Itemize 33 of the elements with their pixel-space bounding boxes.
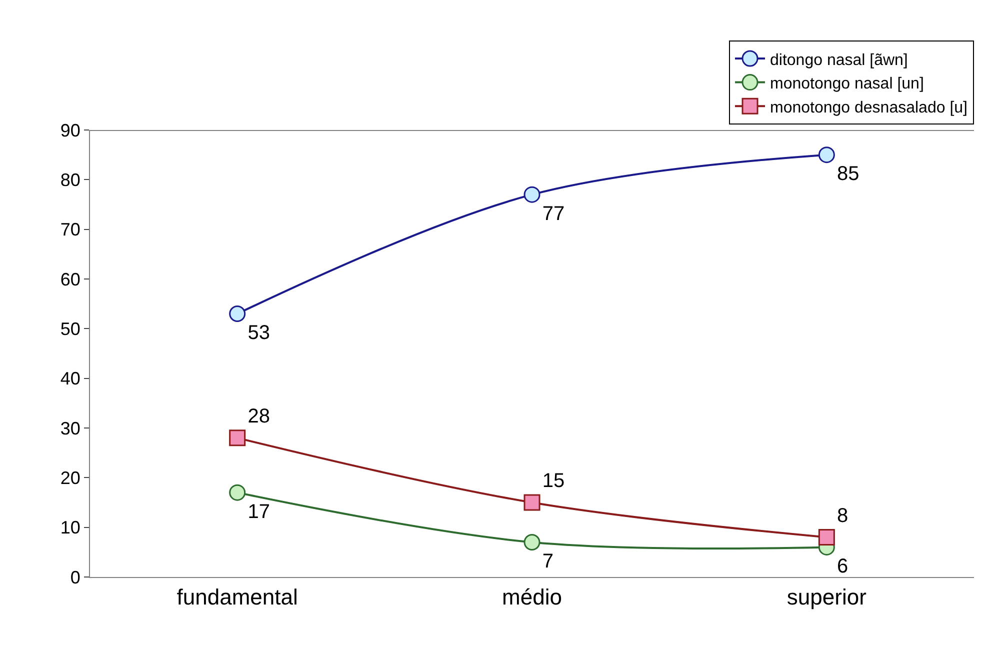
x-tick-label: fundamental [176,584,298,610]
point [229,306,246,322]
point [818,146,835,164]
legend-label: ditongo nasal [ãwn] [770,52,908,69]
data-label: 28 [248,406,270,428]
y-tick-label: 80 [60,170,80,190]
y-tick-label: 70 [60,220,80,240]
point [818,529,835,546]
y-tick-label: 0 [70,567,80,588]
y-tick-label: 40 [60,368,80,389]
data-label: 6 [837,556,848,578]
data-label: 7 [542,550,554,573]
y-tick-label: 10 [60,518,80,538]
y-tick-label: 20 [60,468,80,488]
y-tick-label: 30 [60,418,80,438]
y-tick-label: 50 [60,318,80,339]
point [524,534,540,550]
data-label: 77 [542,202,565,225]
point [229,430,246,446]
x-tick-label: médio [502,584,562,610]
y-tick-label: 90 [60,120,80,140]
point [229,484,246,501]
x-tick-label: superior [786,584,866,610]
data-label: 53 [248,322,270,344]
legend-label: monotongo nasal [un] [770,76,924,93]
y-tick-label: 60 [60,269,80,290]
data-label: 85 [837,163,860,186]
data-label: 15 [542,470,565,492]
legend-label: monotongo desnasalado [u] [770,99,968,116]
data-label: 8 [837,504,848,527]
point [524,186,540,203]
point [524,494,540,511]
data-label: 17 [248,500,270,523]
